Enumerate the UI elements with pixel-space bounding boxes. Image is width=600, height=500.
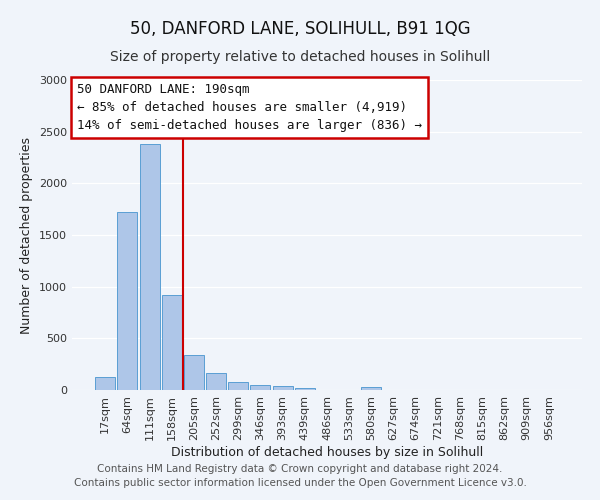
Y-axis label: Number of detached properties: Number of detached properties (20, 136, 34, 334)
Text: 50 DANFORD LANE: 190sqm
← 85% of detached houses are smaller (4,919)
14% of semi: 50 DANFORD LANE: 190sqm ← 85% of detache… (77, 83, 422, 132)
X-axis label: Distribution of detached houses by size in Solihull: Distribution of detached houses by size … (171, 446, 483, 458)
Bar (184, 355, 204, 390)
Bar (361, 387, 382, 390)
Bar (140, 144, 160, 390)
Bar (272, 386, 293, 390)
Bar (118, 212, 137, 390)
Text: Contains HM Land Registry data © Crown copyright and database right 2024.
Contai: Contains HM Land Registry data © Crown c… (74, 464, 526, 487)
Bar (95, 376, 115, 390)
Bar (295, 388, 315, 390)
Text: 50, DANFORD LANE, SOLIHULL, B91 1QG: 50, DANFORD LANE, SOLIHULL, B91 1QG (130, 20, 470, 38)
Bar (206, 373, 226, 390)
Text: Size of property relative to detached houses in Solihull: Size of property relative to detached ho… (110, 50, 490, 64)
Bar (228, 382, 248, 390)
Bar (250, 385, 271, 390)
Bar (162, 295, 182, 390)
